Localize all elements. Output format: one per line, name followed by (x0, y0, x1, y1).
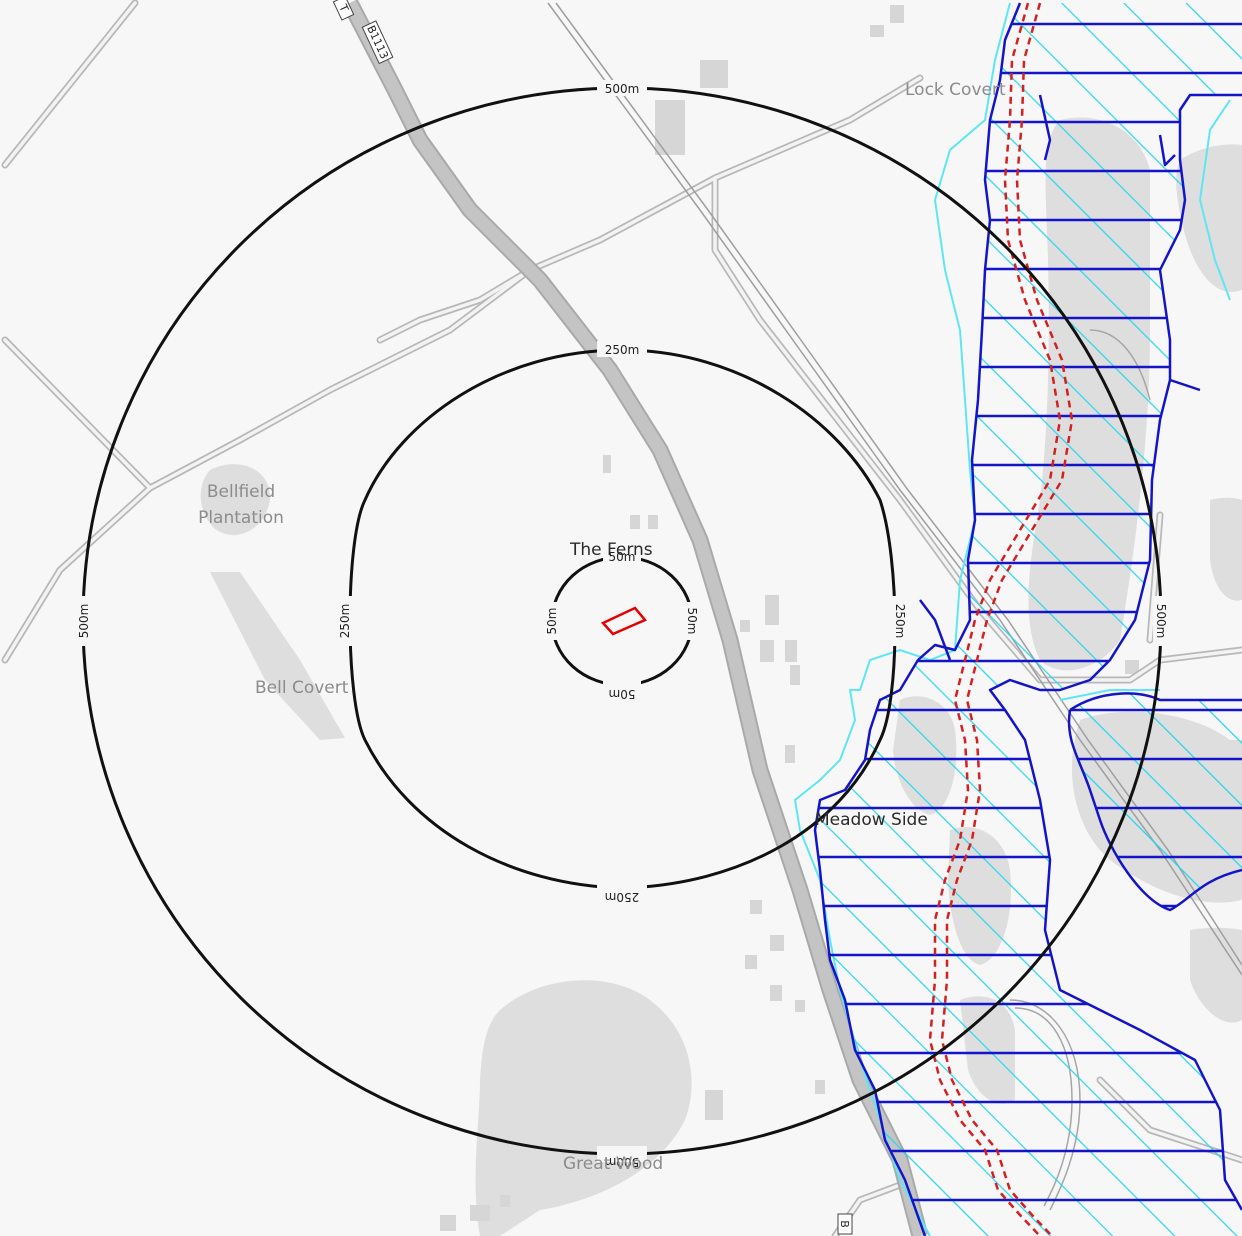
road-b1113 (342, 0, 929, 1236)
label-50m-bottom: 50m (603, 678, 641, 701)
svg-text:50m: 50m (609, 550, 636, 564)
buffer-labels: 500m 500m 500m 500m 250m 250m 250m 250 (76, 80, 1169, 1169)
label-50m-right: 50m (684, 602, 700, 640)
place-great-wood: Great Wood (563, 1154, 663, 1174)
buildings (440, 5, 1139, 1231)
label-250m-bottom: 250m (597, 881, 647, 904)
svg-text:50m: 50m (685, 608, 699, 635)
label-250m-left: 250m (337, 596, 353, 646)
label-500m-left: 500m (76, 596, 92, 646)
svg-text:500m: 500m (605, 1155, 640, 1169)
flood-zone-3 (815, 3, 1242, 1236)
place-bell-covert: Bell Covert (255, 678, 349, 698)
road-labels: B1113 T B (332, 0, 853, 1235)
road-shield-top: T (332, 0, 355, 21)
label-250m-right: 250m (892, 596, 908, 646)
svg-text:500m: 500m (77, 604, 91, 639)
svg-text:250m: 250m (893, 604, 907, 639)
place-the-ferns: The Ferns (569, 540, 653, 560)
label-50m-left: 50m (544, 602, 560, 640)
place-bellfield-line1: Bellfield (207, 482, 275, 502)
svg-text:500m: 500m (605, 82, 640, 96)
label-500m-bottom: 500m (597, 1146, 647, 1169)
flood-zone-boundary (813, 2, 1242, 1236)
place-meadow-side: Meadow Side (815, 810, 928, 830)
road-shield-bottom: B (837, 1213, 853, 1235)
svg-text:250m: 250m (338, 604, 352, 639)
svg-text:500m: 500m (1154, 604, 1168, 639)
svg-text:250m: 250m (605, 890, 640, 904)
place-labels: Lock Covert Bellfield Plantation The Fer… (198, 80, 1006, 1174)
label-500m-top: 500m (597, 80, 647, 96)
label-500m-right: 500m (1153, 596, 1169, 646)
place-lock-covert: Lock Covert (905, 80, 1006, 100)
site-boundary[interactable] (600, 606, 648, 636)
label-250m-top: 250m (597, 341, 647, 357)
svg-text:250m: 250m (605, 343, 640, 357)
svg-text:50m: 50m (545, 608, 559, 635)
place-bellfield-line2: Plantation (198, 508, 284, 528)
svg-text:B: B (838, 1220, 851, 1228)
label-50m-top: 50m (603, 548, 641, 564)
svg-text:50m: 50m (609, 687, 636, 701)
